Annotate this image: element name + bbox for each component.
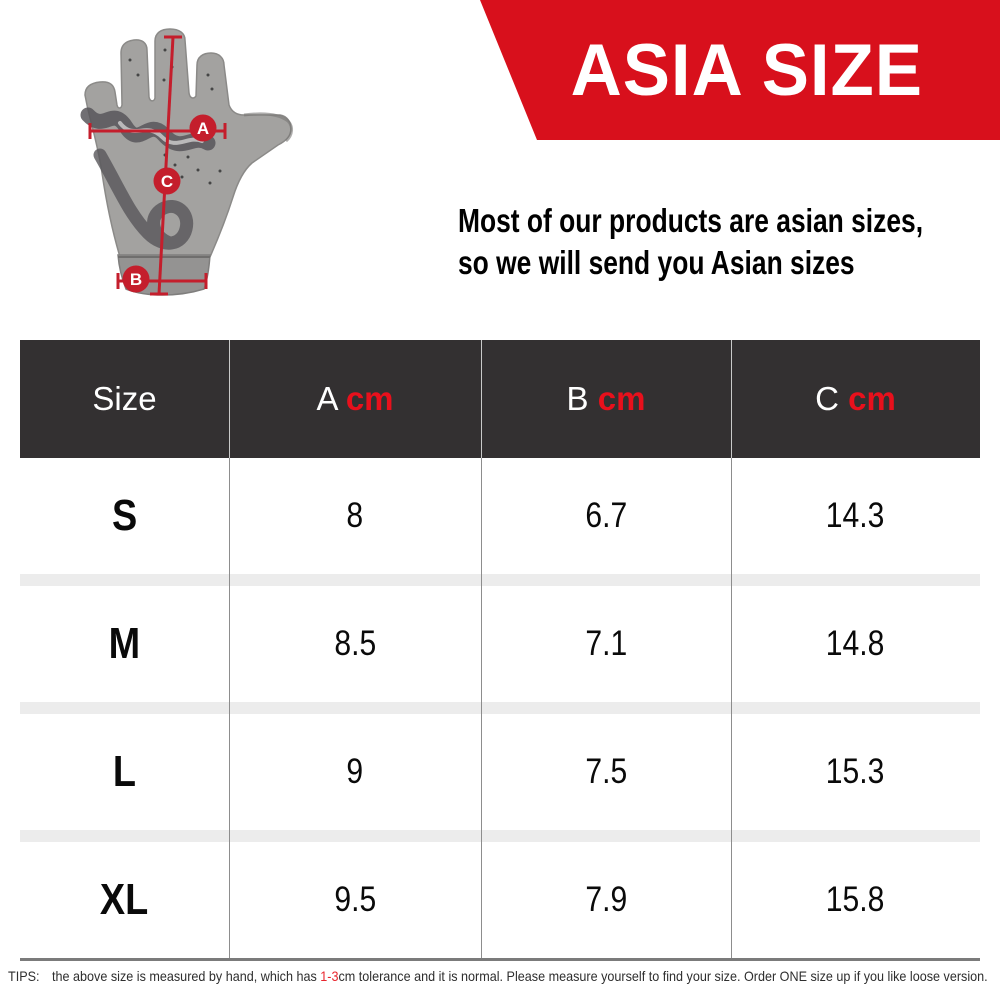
table-row: S 8 6.7 14.3 [20, 458, 980, 574]
asia-size-banner: ASIA SIZE [480, 0, 1000, 140]
cell-a: 8 [229, 458, 481, 574]
tips-prefix: TIPS: [8, 968, 40, 984]
b-value: 7.5 [585, 752, 627, 791]
marker-c: C [153, 167, 181, 195]
cell-a: 9.5 [229, 842, 481, 958]
header-size: Size [92, 380, 157, 417]
tips-text-2: cm tolerance and it is normal. Please me… [338, 968, 988, 984]
banner-title: ASIA SIZE [570, 29, 923, 111]
size-value: M [108, 619, 141, 668]
cell-c: 14.3 [731, 458, 980, 574]
a-value: 8 [346, 496, 364, 535]
header-a-letter: A [316, 380, 346, 417]
header-b-letter: B [566, 380, 598, 417]
b-value: 6.7 [585, 496, 627, 535]
row-separator [20, 702, 980, 714]
marker-b: B [122, 265, 150, 293]
cell-a: 8.5 [229, 586, 481, 702]
b-value: 7.1 [585, 624, 627, 663]
size-value: XL [100, 875, 149, 924]
table-header-row: Size A cm B cm C cm [20, 340, 980, 458]
header-c-unit: cm [848, 380, 896, 417]
cell-size: M [20, 586, 229, 702]
cell-b: 7.9 [481, 842, 731, 958]
header-b-unit: cm [597, 380, 646, 417]
cell-size: S [20, 458, 229, 574]
glove-thumb-edge [243, 112, 293, 143]
size-table: Size A cm B cm C cm S 8 6.7 14.3 M 8.5 7… [20, 340, 980, 961]
cell-c: 15.8 [731, 842, 980, 958]
cell-b: 6.7 [481, 458, 731, 574]
header-c: C cm [731, 340, 980, 458]
tips-text-1: the above size is measured by hand, whic… [48, 968, 321, 984]
row-separator [20, 574, 980, 586]
row-separator [20, 830, 980, 842]
c-value: 14.3 [826, 496, 885, 535]
column-divider [481, 340, 482, 958]
tips-note: TIPS: the above size is measured by hand… [8, 968, 998, 984]
cell-size: XL [20, 842, 229, 958]
cell-a: 9 [229, 714, 481, 830]
glove-measurement-diagram: A B C [60, 5, 320, 315]
measure-line-c [150, 35, 182, 296]
a-value: 9.5 [334, 880, 376, 919]
subtitle-line-1: Most of our products are asian sizes, [458, 202, 924, 239]
subtitle-line-2: so we will send you Asian sizes [458, 244, 855, 281]
marker-a-label: A [197, 119, 209, 138]
cell-size: L [20, 714, 229, 830]
header-a-unit: cm [345, 380, 394, 417]
c-value: 15.3 [826, 752, 885, 791]
a-value: 8.5 [334, 624, 376, 663]
cell-c: 14.8 [731, 586, 980, 702]
table-row: L 9 7.5 15.3 [20, 714, 980, 830]
cell-b: 7.1 [481, 586, 731, 702]
a-value: 9 [346, 752, 364, 791]
marker-c-label: C [161, 172, 173, 191]
size-value: S [111, 491, 138, 540]
glove-logo-swirl-2 [93, 148, 194, 250]
table-row: XL 9.5 7.9 15.8 [20, 842, 980, 958]
column-divider [229, 340, 230, 958]
cell-c: 15.3 [731, 714, 980, 830]
column-divider [731, 340, 732, 958]
glove-image: A B C [80, 28, 293, 296]
header-a: A cm [229, 340, 481, 458]
size-value: L [112, 747, 137, 796]
header-b: B cm [481, 340, 731, 458]
tips-tolerance-highlight: 1-3 [320, 968, 339, 984]
table-row: M 8.5 7.1 14.8 [20, 586, 980, 702]
cell-b: 7.5 [481, 714, 731, 830]
c-value: 14.8 [826, 624, 885, 663]
b-value: 7.9 [585, 880, 627, 919]
marker-a: A [189, 114, 217, 142]
subtitle: Most of our products are asian sizes, so… [458, 200, 986, 284]
header-c-letter: C [815, 380, 849, 417]
c-value: 15.8 [826, 880, 885, 919]
marker-b-label: B [130, 270, 142, 289]
